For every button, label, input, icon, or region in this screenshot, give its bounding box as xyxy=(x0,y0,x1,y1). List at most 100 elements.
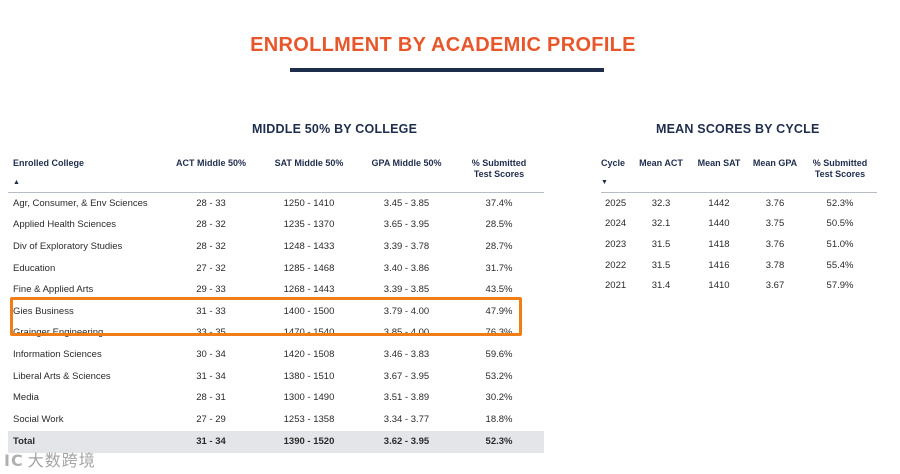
column-header-mean-gpa[interactable]: Mean GPA xyxy=(747,158,803,193)
gpa-range: 3.67 - 3.95 xyxy=(359,365,454,388)
act-range: 28 - 33 xyxy=(163,192,259,215)
column-header-cycle[interactable]: Cycle ▼ xyxy=(601,158,631,193)
college-table-header: Enrolled College ▲ ACT Middle 50% SAT Mi… xyxy=(8,158,544,193)
sat-range: 1470 - 1540 xyxy=(259,322,359,345)
mean-gpa: 3.67 xyxy=(765,280,785,292)
total-sat: 1390 - 1520 xyxy=(259,430,359,454)
cycle-table-header: Cycle ▼ Mean ACT Mean SAT Mean GPA % Sub… xyxy=(601,158,877,193)
mean-gpa: 3.76 xyxy=(765,197,785,209)
mean-sat: 1442 xyxy=(708,197,730,209)
mean-act: 32.1 xyxy=(651,218,671,230)
college-name: Social Work xyxy=(8,408,163,431)
mean-act: 31.4 xyxy=(651,280,671,292)
gpa-range: 3.46 - 3.83 xyxy=(359,343,454,366)
sat-range: 1235 - 1370 xyxy=(259,214,359,237)
table-row: Grainger Engineering 33 - 35 1470 - 1540 3.… xyxy=(8,322,544,345)
total-label: Total xyxy=(8,430,163,454)
table-row: Information Sciences 30 - 34 1420 - 1508 3.… xyxy=(8,343,544,366)
column-header-gpa[interactable]: GPA Middle 50% xyxy=(359,158,454,193)
watermark-text: 大数跨境 xyxy=(27,451,96,470)
table-row: Div of Exploratory Studies 28 - 32 1248 - … xyxy=(8,235,544,258)
submitted-percent: 30.2% xyxy=(454,386,544,409)
college-name: Div of Exploratory Studies xyxy=(8,235,163,258)
act-range: 31 - 34 xyxy=(163,365,259,388)
mean-gpa: 3.76 xyxy=(765,238,785,250)
gpa-range: 3.40 - 3.86 xyxy=(359,257,454,280)
cycle-year: 2021 xyxy=(605,280,627,292)
college-name: Liberal Arts & Sciences xyxy=(8,365,163,388)
college-name: Agr, Consumer, & Env Sciences xyxy=(8,192,163,215)
sort-ascending-icon[interactable]: ▲ xyxy=(13,179,20,186)
act-range: 28 - 32 xyxy=(163,214,259,237)
cycle-submitted-percent: 57.9% xyxy=(826,280,854,292)
mean-sat: 1410 xyxy=(708,280,730,292)
act-range: 28 - 31 xyxy=(163,386,259,409)
cycle-submitted-percent: 50.5% xyxy=(826,218,854,230)
title-underline xyxy=(290,68,604,72)
gpa-range: 3.85 - 4.00 xyxy=(359,322,454,345)
column-header-cycle-submitted[interactable]: % Submitted Test Scores xyxy=(803,158,877,193)
submitted-percent: 59.6% xyxy=(454,343,544,366)
sat-range: 1268 - 1443 xyxy=(259,278,359,301)
submitted-percent: 47.9% xyxy=(454,300,544,323)
cycle-year: 2023 xyxy=(605,238,627,250)
mean-act: 31.5 xyxy=(651,238,671,250)
page-title: ENROLLMENT BY ACADEMIC PROFILE xyxy=(250,34,636,56)
act-range: 29 - 33 xyxy=(163,278,259,301)
gpa-range: 3.39 - 3.78 xyxy=(359,235,454,258)
column-header-college[interactable]: Enrolled College ▲ xyxy=(8,158,163,193)
sat-range: 1420 - 1508 xyxy=(259,343,359,366)
college-name: Information Sciences xyxy=(8,343,163,366)
cycle-year: 2025 xyxy=(605,197,627,209)
gpa-range: 3.34 - 3.77 xyxy=(359,408,454,431)
submitted-percent: 76.3% xyxy=(454,322,544,345)
table-row: Liberal Arts & Sciences 31 - 34 1380 - 151… xyxy=(8,365,544,388)
column-header-mean-sat[interactable]: Mean SAT xyxy=(691,158,747,193)
sat-range: 1285 - 1468 xyxy=(259,257,359,280)
column-header-sat[interactable]: SAT Middle 50% xyxy=(259,158,359,193)
submitted-percent: 18.8% xyxy=(454,408,544,431)
total-submitted: 52.3% xyxy=(454,430,544,454)
table-row: 2024 32.1 1440 3.75 50.5% xyxy=(601,214,877,235)
table-row: 2022 31.5 1416 3.78 55.4% xyxy=(601,255,877,276)
total-row: Total 31 - 34 1390 - 1520 3.62 - 3.95 52.3% xyxy=(8,430,544,454)
submitted-percent: 43.5% xyxy=(454,278,544,301)
sort-descending-icon[interactable]: ▼ xyxy=(601,179,608,186)
column-header-act[interactable]: ACT Middle 50% xyxy=(163,158,259,193)
cycle-year: 2024 xyxy=(605,218,627,230)
act-range: 31 - 33 xyxy=(163,300,259,323)
sat-range: 1300 - 1490 xyxy=(259,386,359,409)
gpa-range: 3.45 - 3.85 xyxy=(359,192,454,215)
mean-gpa: 3.78 xyxy=(765,259,785,271)
table-row: Social Work 27 - 29 1253 - 1358 3.34 - 3.77… xyxy=(8,408,544,431)
college-name: Grainger Engineering xyxy=(8,322,163,345)
college-name: Education xyxy=(8,257,163,280)
watermark-logo: IC xyxy=(4,451,24,470)
submitted-percent: 53.2% xyxy=(454,365,544,388)
college-table-body: Agr, Consumer, & Env Sciences 28 - 33 1250… xyxy=(8,192,544,454)
submitted-percent: 28.5% xyxy=(454,214,544,237)
table-row: Media 28 - 31 1300 - 1490 3.51 - 3.89 30.2% xyxy=(8,386,544,409)
mean-sat: 1440 xyxy=(708,218,730,230)
column-header-mean-act[interactable]: Mean ACT xyxy=(631,158,691,193)
sat-range: 1400 - 1500 xyxy=(259,300,359,323)
submitted-percent: 28.7% xyxy=(454,235,544,258)
act-range: 28 - 32 xyxy=(163,235,259,258)
act-range: 33 - 35 xyxy=(163,322,259,345)
college-name: Gies Business xyxy=(8,300,163,323)
total-act: 31 - 34 xyxy=(163,430,259,454)
cycle-section-title: MEAN SCORES BY CYCLE xyxy=(656,122,820,136)
table-row: Agr, Consumer, & Env Sciences 28 - 33 1250… xyxy=(8,192,544,215)
cycle-year: 2022 xyxy=(605,259,627,271)
mean-gpa: 3.75 xyxy=(765,218,785,230)
cycle-submitted-percent: 55.4% xyxy=(826,259,854,271)
table-row: Fine & Applied Arts 29 - 33 1268 - 1443 3.3… xyxy=(8,278,544,301)
gpa-range: 3.65 - 3.95 xyxy=(359,214,454,237)
sat-range: 1250 - 1410 xyxy=(259,192,359,215)
column-header-submitted[interactable]: % Submitted Test Scores xyxy=(454,158,544,193)
table-row: Education 27 - 32 1285 - 1468 3.40 - 3.86 31… xyxy=(8,257,544,280)
cycle-submitted-percent: 52.3% xyxy=(826,197,854,209)
mean-sat: 1418 xyxy=(708,238,730,250)
sat-range: 1380 - 1510 xyxy=(259,365,359,388)
total-gpa: 3.62 - 3.95 xyxy=(359,430,454,454)
